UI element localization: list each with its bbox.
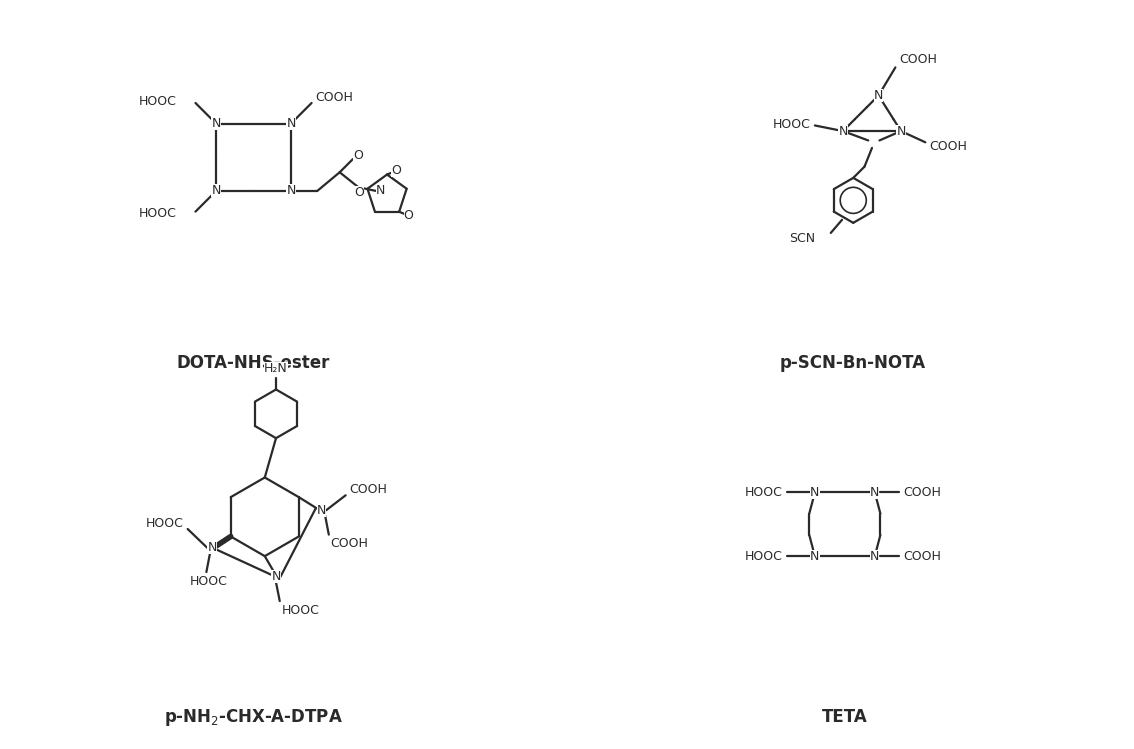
Text: HOOC: HOOC [189,575,227,588]
Text: N: N [208,542,217,554]
Text: N: N [874,89,883,102]
Text: O: O [391,164,401,178]
Text: N: N [271,570,281,583]
Text: TETA: TETA [822,708,868,727]
Text: HOOC: HOOC [138,207,177,220]
Text: COOH: COOH [899,53,937,67]
Text: N: N [286,184,296,198]
Text: HOOC: HOOC [146,517,184,530]
Text: N: N [810,486,820,499]
Text: HOOC: HOOC [745,486,784,499]
Text: N: N [211,117,221,130]
Text: p-NH$_2$-CHX-A-DTPA: p-NH$_2$-CHX-A-DTPA [164,706,342,728]
Text: N: N [870,550,880,562]
Text: N: N [838,124,847,138]
Text: HOOC: HOOC [281,604,320,617]
Text: p-SCN-Bn-NOTA: p-SCN-Bn-NOTA [779,354,925,372]
Text: N: N [316,504,325,517]
Text: COOH: COOH [903,550,941,562]
Text: COOH: COOH [349,483,388,496]
Text: HOOC: HOOC [773,118,811,131]
Text: DOTA-NHS-ester: DOTA-NHS-ester [177,354,330,372]
Text: O: O [404,209,414,222]
Text: N: N [286,117,296,130]
Text: COOH: COOH [929,140,967,154]
Text: N: N [896,124,906,138]
Text: COOH: COOH [331,537,369,550]
Text: HOOC: HOOC [745,550,784,562]
Text: N: N [376,184,386,198]
Text: HOOC: HOOC [138,94,177,108]
Text: COOH: COOH [903,486,941,499]
Text: N: N [870,486,880,499]
Text: H₂N: H₂N [264,363,288,375]
Text: COOH: COOH [315,91,353,104]
Text: O: O [355,187,364,199]
Text: N: N [810,550,820,562]
Text: O: O [354,149,363,162]
Text: SCN: SCN [789,232,815,245]
Text: N: N [211,184,221,198]
